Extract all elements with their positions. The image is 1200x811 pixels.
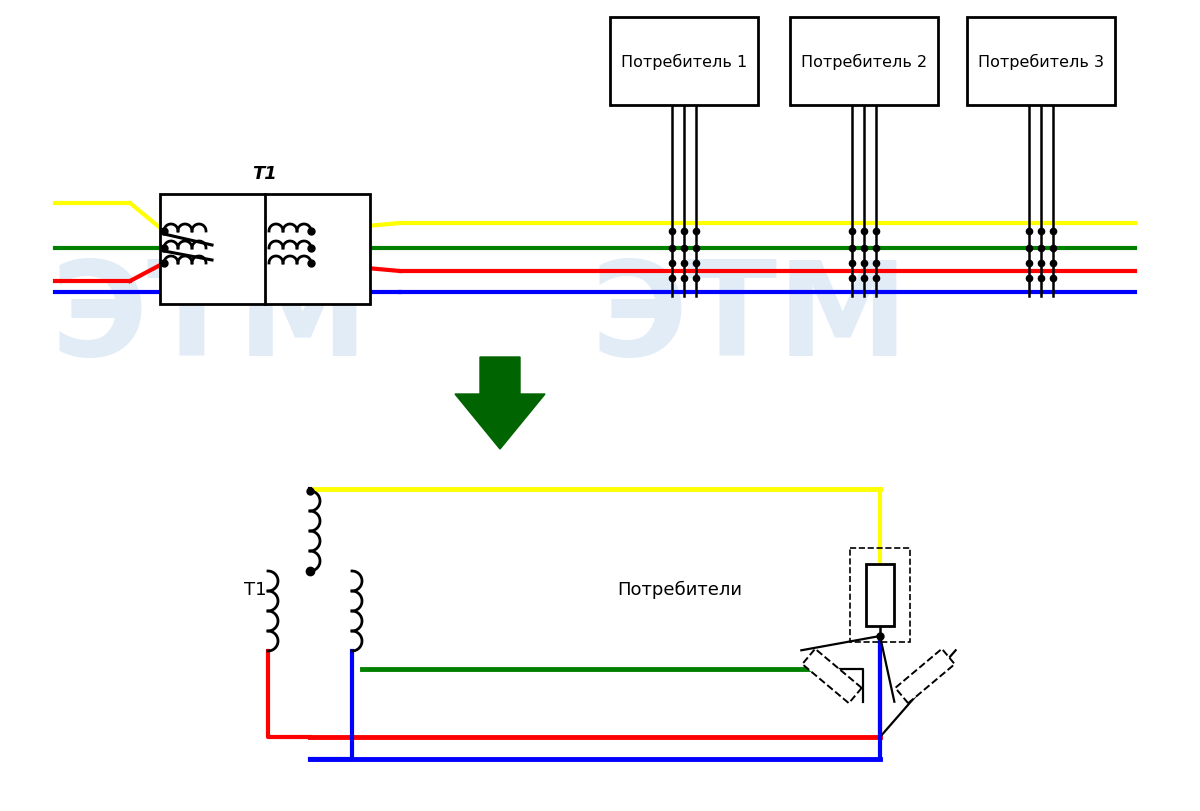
Text: Потребитель 1: Потребитель 1 [620,54,748,70]
Polygon shape [803,649,862,703]
Text: Потребитель 3: Потребитель 3 [978,54,1104,70]
Bar [790,18,938,106]
Polygon shape [455,358,545,449]
Bar [866,564,894,626]
Bar [160,195,370,305]
Text: ЭТМ: ЭТМ [590,256,910,383]
Bar [967,18,1115,106]
Bar [610,18,758,106]
Text: ЭТМ: ЭТМ [50,256,370,383]
Text: Потребители: Потребители [618,580,743,599]
Text: T1: T1 [253,165,277,182]
Text: Потребитель 2: Потребитель 2 [800,54,928,70]
Text: T1: T1 [244,581,266,599]
Bar [850,548,910,642]
Polygon shape [895,649,955,703]
